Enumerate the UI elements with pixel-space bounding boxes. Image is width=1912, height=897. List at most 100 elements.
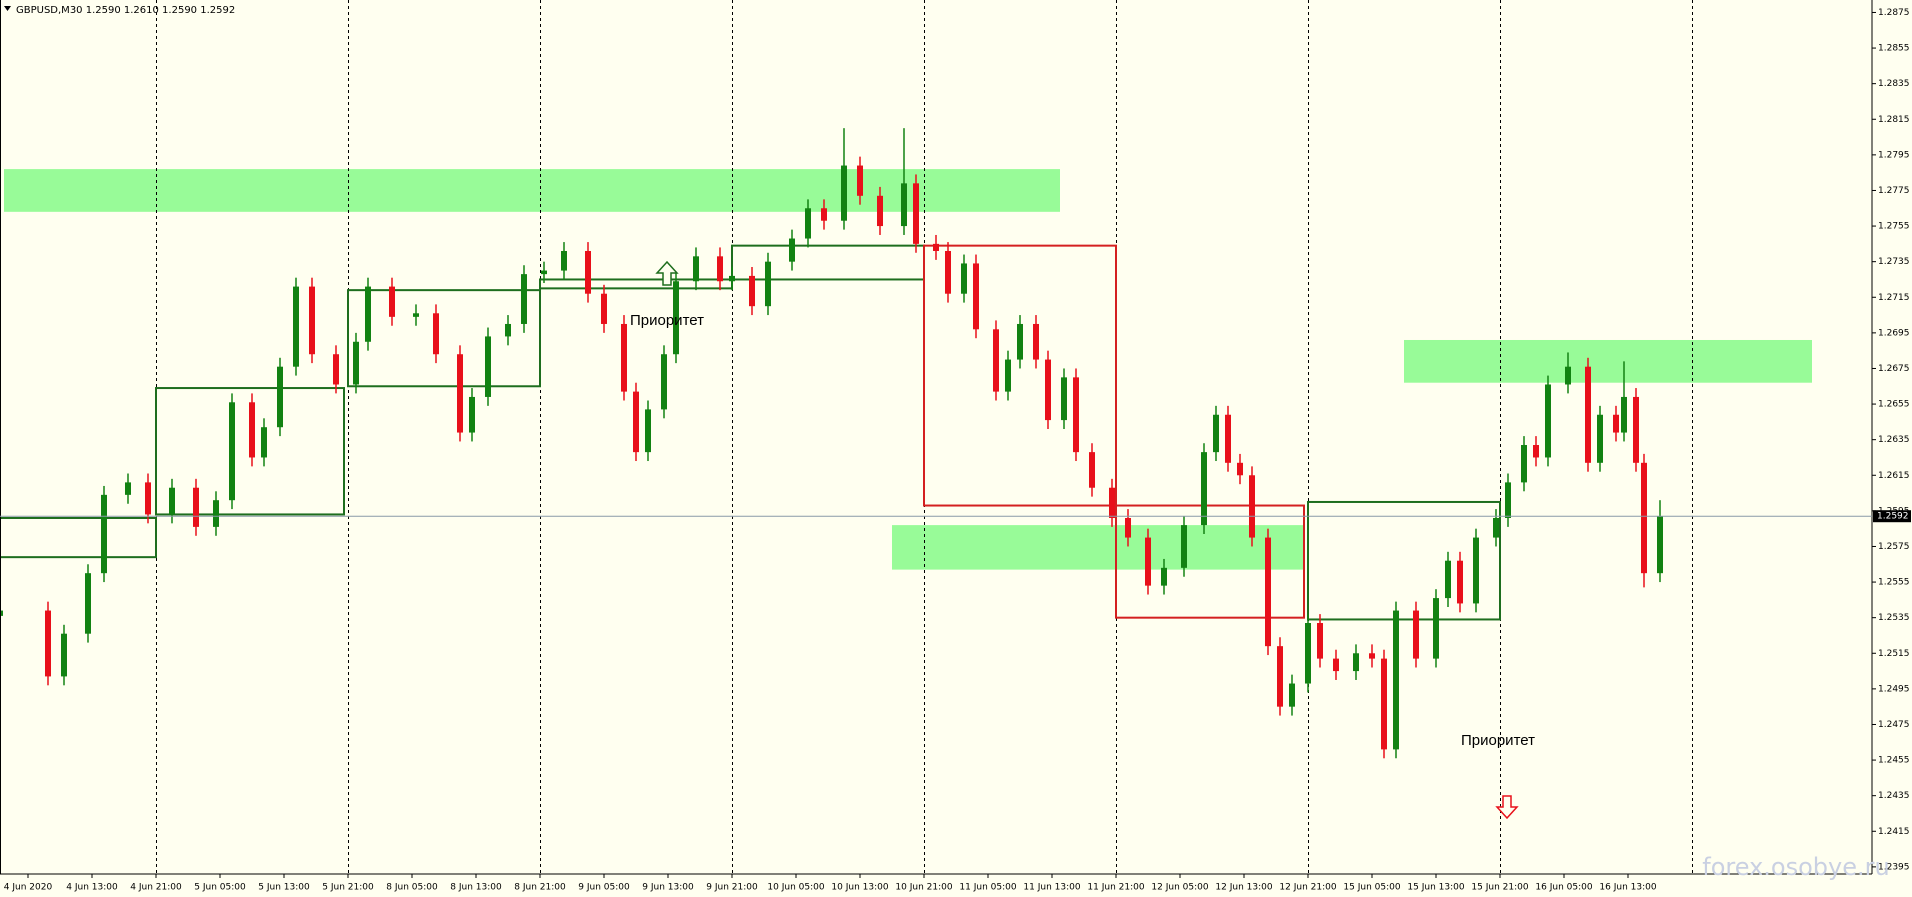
candle-body	[561, 250, 567, 271]
candle-body	[433, 313, 439, 355]
y-tick-label: 1.2475	[1878, 720, 1910, 730]
candle-body	[309, 286, 315, 355]
candle-body	[1061, 377, 1067, 421]
candle-body	[193, 487, 199, 527]
zones-layer	[4, 169, 1812, 570]
x-tick-label: 12 Jun 13:00	[1215, 883, 1272, 893]
candle-body	[85, 573, 91, 634]
level-zone	[1404, 339, 1812, 383]
x-tick-label: 11 Jun 13:00	[1023, 883, 1080, 893]
y-tick-label: 1.2455	[1878, 756, 1910, 766]
candle-body	[1125, 517, 1131, 538]
candle-body	[125, 482, 131, 495]
candle-body	[1089, 452, 1095, 488]
candle-body	[413, 313, 419, 317]
candle-body	[1493, 517, 1499, 538]
y-tick-label: 1.2775	[1878, 186, 1910, 196]
last-price-box	[1873, 510, 1911, 523]
down-arrow	[1495, 795, 1519, 820]
candle-body	[365, 286, 371, 342]
candle-body	[1545, 384, 1551, 458]
x-tick-label: 12 Jun 21:00	[1279, 883, 1336, 893]
candle-body	[993, 329, 999, 392]
candle-body	[1393, 610, 1399, 750]
level-zone	[892, 525, 1304, 570]
candle-body	[821, 208, 827, 221]
candle-body	[729, 275, 735, 282]
candle-body	[1353, 653, 1359, 672]
y-tick-label: 1.2555	[1878, 578, 1910, 588]
y-tick-label: 1.2795	[1878, 150, 1910, 160]
candle-body	[1277, 646, 1283, 707]
candle-body	[913, 183, 919, 244]
candle-body	[789, 238, 795, 262]
candle-body	[1445, 560, 1451, 599]
range-box	[0, 516, 157, 559]
x-tick-label: 15 Jun 21:00	[1471, 883, 1528, 893]
candle-body	[1213, 414, 1219, 453]
annotation-text: Приоритет	[1461, 732, 1535, 749]
y-tick-label: 1.2535	[1878, 613, 1910, 623]
candle-body	[1017, 323, 1023, 360]
boxes-layer	[0, 244, 1501, 621]
candle-body	[1305, 623, 1311, 684]
candle-body	[1073, 377, 1079, 453]
candle-body	[645, 409, 651, 453]
candle-body	[469, 396, 475, 433]
candle-body	[673, 281, 679, 355]
range-box	[539, 278, 733, 290]
candle-body	[1565, 366, 1571, 385]
x-tick-label: 9 Jun 21:00	[706, 883, 758, 893]
range-box	[731, 244, 925, 281]
candle-body	[389, 286, 395, 317]
range-box	[923, 244, 1117, 507]
candle-body	[1333, 658, 1339, 672]
candle-body	[333, 354, 339, 385]
candle-body	[601, 293, 607, 324]
candle-body	[1597, 414, 1603, 463]
candle-body	[1161, 567, 1167, 586]
candle-body	[805, 208, 811, 239]
y-tick-label: 1.2835	[1878, 79, 1910, 89]
chart-title: GBPUSD,M30 1.2590 1.2610 1.2590 1.2592	[16, 5, 235, 16]
x-tick-label: 11 Jun 05:00	[959, 883, 1016, 893]
candle-body	[901, 183, 907, 227]
candle-body	[1413, 610, 1419, 659]
candle-body	[933, 243, 939, 251]
candle-body	[1045, 359, 1051, 421]
watermark: forex.osobye.ru	[1702, 853, 1889, 881]
y-tick-label: 1.2875	[1878, 8, 1910, 18]
candle-body	[961, 263, 967, 294]
candle-body	[169, 487, 175, 515]
candle-body	[1249, 475, 1255, 538]
annotation-layer: GBPUSD,M30 1.2590 1.2610 1.2590 1.2592 П…	[4, 5, 1890, 881]
candle-body	[693, 256, 699, 282]
candle-body	[485, 336, 491, 397]
candle-body	[717, 256, 723, 282]
grid-layer	[156, 0, 1693, 874]
candle-body	[765, 261, 771, 307]
x-tick-label: 4 Jun 21:00	[130, 883, 182, 893]
candle-body	[1585, 366, 1591, 463]
x-tick-label: 10 Jun 21:00	[895, 883, 952, 893]
x-tick-label: 8 Jun 21:00	[514, 883, 566, 893]
candle-body	[0, 610, 3, 616]
candle-body	[61, 633, 67, 677]
last-price-label: 1.2592	[1877, 512, 1909, 522]
range-box	[1115, 504, 1305, 619]
candle-body	[353, 341, 359, 385]
x-tick-label: 16 Jun 05:00	[1535, 883, 1592, 893]
x-tick-label: 12 Jun 05:00	[1151, 883, 1208, 893]
candle-body	[1433, 598, 1439, 659]
y-tick-label: 1.2615	[1878, 471, 1910, 481]
x-tick-label: 4 Jun 2020	[4, 883, 53, 893]
candle-body	[45, 610, 51, 677]
candle-body	[1317, 623, 1323, 659]
candle-body	[1641, 462, 1647, 574]
candle-body	[633, 391, 639, 453]
y-tick-label: 1.2655	[1878, 400, 1910, 410]
candle-body	[1369, 653, 1375, 659]
candle-body	[1109, 487, 1115, 518]
up-arrow	[655, 260, 679, 286]
